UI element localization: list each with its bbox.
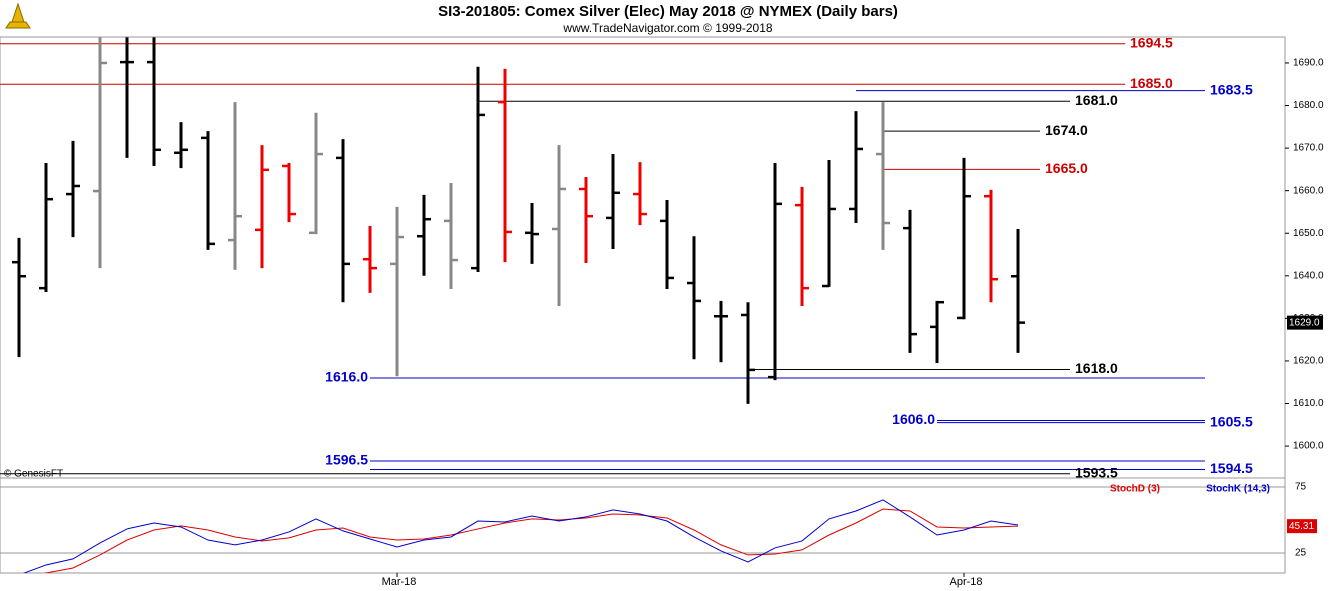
level-label: 1596.5 (325, 452, 368, 468)
level-label: 1694.5 (1130, 35, 1173, 51)
y-tick-label: 1610.0 (1293, 398, 1324, 409)
price-panel (0, 37, 1205, 475)
level-label: 1685.0 (1130, 75, 1173, 91)
level-label: 1593.5 (1075, 464, 1118, 480)
last-value-tag (1287, 519, 1317, 534)
level-label: 1683.5 (1210, 81, 1253, 97)
last-value-label: 45.31 (1289, 521, 1314, 532)
x-tick-label: Apr-18 (949, 576, 982, 588)
y-tick-label: 1620.0 (1293, 356, 1324, 367)
stoch-line (43, 508, 1019, 573)
y-tick-label: 1670.0 (1293, 143, 1324, 154)
level-label: 1616.0 (325, 369, 368, 385)
legend-entry: StochK (14,3) (1206, 484, 1270, 495)
level-label: 1618.0 (1075, 360, 1118, 376)
level-label: 1594.5 (1210, 460, 1253, 476)
y-tick-label: 25 (1295, 548, 1307, 559)
last-price-label: 1629.0 (1289, 317, 1320, 328)
y-tick-label: 1690.0 (1293, 58, 1324, 69)
legend-entry: StochD (3) (1110, 484, 1160, 495)
level-label: 1665.0 (1045, 160, 1088, 176)
chart-title: SI3-201805: Comex Silver (Elec) May 2018… (438, 3, 898, 20)
stoch-panel (0, 486, 1285, 573)
last-price-tag (1287, 315, 1323, 330)
logo (5, 2, 31, 29)
plot-frame (0, 36, 1286, 574)
level-label: 1605.5 (1210, 413, 1253, 429)
overlay: 1600.01610.01620.01630.01640.01650.01660… (325, 35, 1324, 588)
level-label: 1674.0 (1045, 122, 1088, 138)
x-tick-label: Mar-18 (382, 576, 417, 588)
level-label: 1606.0 (892, 411, 935, 427)
y-tick-label: 1660.0 (1293, 185, 1324, 196)
y-tick-label: 75 (1295, 482, 1307, 493)
y-tick-label: 1640.0 (1293, 270, 1324, 281)
level-label: 1681.0 (1075, 92, 1118, 108)
y-tick-label: 1680.0 (1293, 100, 1324, 111)
y-tick-label: 1650.0 (1293, 228, 1324, 239)
chart-subtitle: www.TradeNavigator.com © 1999-2018 (562, 21, 772, 35)
stoch-line (22, 499, 1019, 573)
y-tick-label: 1600.0 (1293, 441, 1324, 452)
